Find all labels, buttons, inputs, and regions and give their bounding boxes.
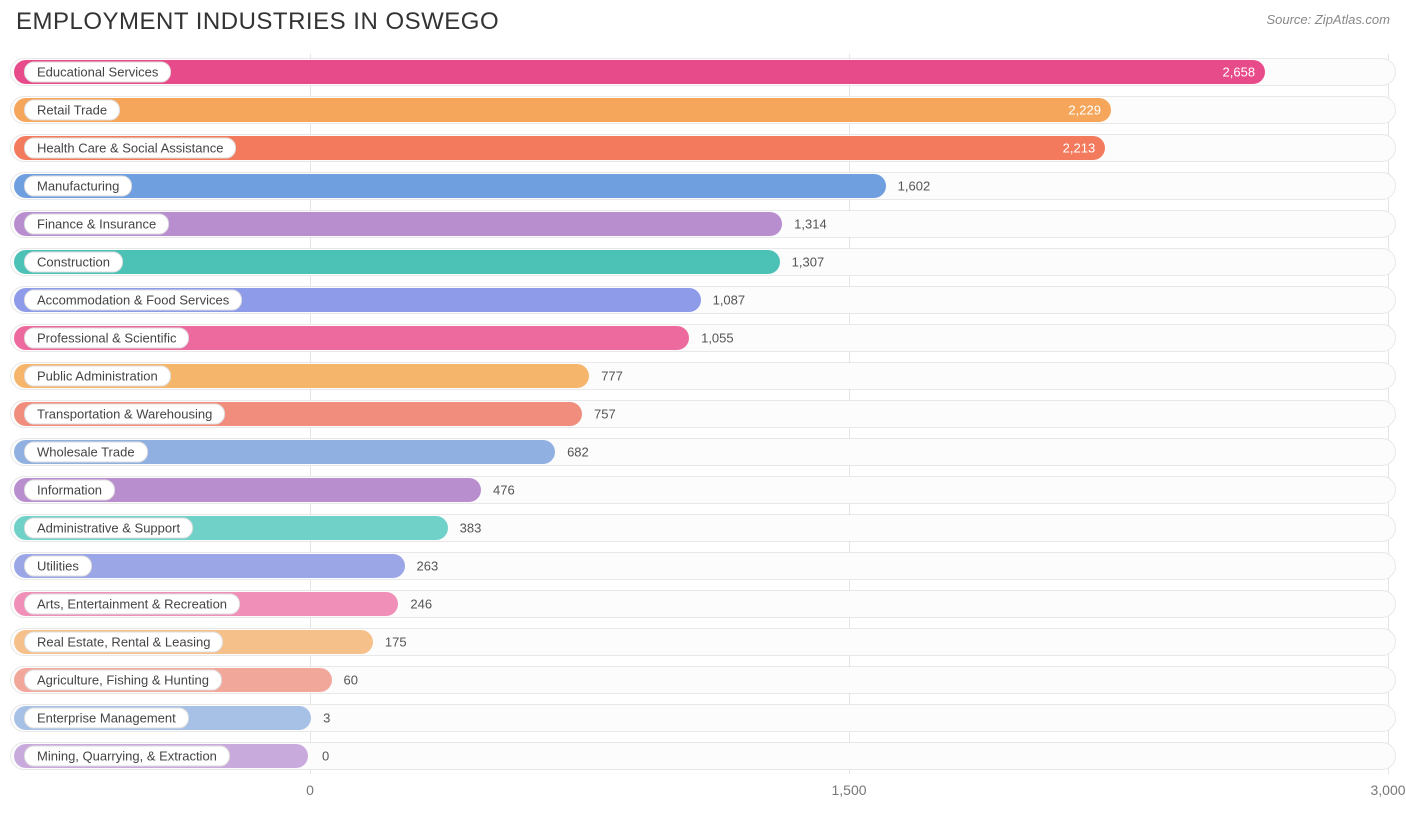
value-label: 3 <box>323 711 330 726</box>
bar-fill <box>14 250 780 274</box>
source-attribution: Source: ZipAtlas.com <box>1266 12 1390 27</box>
category-pill: Construction <box>24 252 123 273</box>
header: EMPLOYMENT INDUSTRIES IN OSWEGO Source: … <box>10 8 1396 36</box>
tick-label: 1,500 <box>831 782 866 798</box>
value-label: 246 <box>410 597 432 612</box>
category-pill: Retail Trade <box>24 100 120 121</box>
bar-row: Arts, Entertainment & Recreation 246 <box>10 586 1396 622</box>
bar-row: Health Care & Social Assistance 2,213 <box>10 130 1396 166</box>
value-label: 757 <box>594 407 616 422</box>
value-label: 1,087 <box>713 293 746 308</box>
category-pill: Administrative & Support <box>24 518 193 539</box>
category-pill: Health Care & Social Assistance <box>24 138 236 159</box>
bar-fill <box>14 174 886 198</box>
value-label: 263 <box>417 559 439 574</box>
category-pill: Transportation & Warehousing <box>24 404 225 425</box>
category-pill: Mining, Quarrying, & Extraction <box>24 746 230 767</box>
bar-row: Wholesale Trade 682 <box>10 434 1396 470</box>
value-label: 0 <box>322 749 329 764</box>
bar-row: Accommodation & Food Services 1,087 <box>10 282 1396 318</box>
value-label: 60 <box>344 673 358 688</box>
source-name: ZipAtlas.com <box>1315 12 1390 27</box>
category-pill: Manufacturing <box>24 176 132 197</box>
bar-row: Information 476 <box>10 472 1396 508</box>
bar-row: Transportation & Warehousing 757 <box>10 396 1396 432</box>
bar-fill <box>14 98 1111 122</box>
value-label: 2,213 <box>1063 141 1096 156</box>
category-pill: Utilities <box>24 556 92 577</box>
bar-row: Educational Services 2,658 <box>10 54 1396 90</box>
bar-row: Real Estate, Rental & Leasing 175 <box>10 624 1396 660</box>
bar-row: Construction 1,307 <box>10 244 1396 280</box>
category-pill: Arts, Entertainment & Recreation <box>24 594 240 615</box>
chart-title: EMPLOYMENT INDUSTRIES IN OSWEGO <box>16 8 499 36</box>
bar-row: Retail Trade 2,229 <box>10 92 1396 128</box>
category-pill: Public Administration <box>24 366 171 387</box>
bar-row: Enterprise Management 3 <box>10 700 1396 736</box>
bar-row: Utilities 263 <box>10 548 1396 584</box>
bar-row: Professional & Scientific 1,055 <box>10 320 1396 356</box>
category-pill: Accommodation & Food Services <box>24 290 242 311</box>
value-label: 777 <box>601 369 623 384</box>
bar-row: Mining, Quarrying, & Extraction 0 <box>10 738 1396 774</box>
category-pill: Professional & Scientific <box>24 328 189 349</box>
category-pill: Enterprise Management <box>24 708 189 729</box>
bar-row: Finance & Insurance 1,314 <box>10 206 1396 242</box>
value-label: 1,602 <box>898 179 931 194</box>
source-prefix: Source: <box>1266 12 1314 27</box>
tick-label: 3,000 <box>1370 782 1405 798</box>
value-label: 476 <box>493 483 515 498</box>
category-pill: Agriculture, Fishing & Hunting <box>24 670 222 691</box>
value-label: 383 <box>460 521 482 536</box>
bar-row: Public Administration 777 <box>10 358 1396 394</box>
value-label: 682 <box>567 445 589 460</box>
category-pill: Information <box>24 480 115 501</box>
value-label: 1,055 <box>701 331 734 346</box>
bar-row: Manufacturing 1,602 <box>10 168 1396 204</box>
chart-container: EMPLOYMENT INDUSTRIES IN OSWEGO Source: … <box>0 0 1406 834</box>
category-pill: Wholesale Trade <box>24 442 148 463</box>
value-label: 2,229 <box>1068 103 1101 118</box>
value-label: 175 <box>385 635 407 650</box>
category-pill: Finance & Insurance <box>24 214 169 235</box>
value-label: 1,314 <box>794 217 827 232</box>
plot-area: Educational Services 2,658 Retail Trade 2,2… <box>10 54 1396 774</box>
value-label: 2,658 <box>1223 65 1256 80</box>
bar-fill <box>14 60 1265 84</box>
category-pill: Educational Services <box>24 62 171 83</box>
bar-row: Administrative & Support 383 <box>10 510 1396 546</box>
tick-label: 0 <box>306 782 314 798</box>
category-pill: Real Estate, Rental & Leasing <box>24 632 223 653</box>
bar-row: Agriculture, Fishing & Hunting 60 <box>10 662 1396 698</box>
value-label: 1,307 <box>792 255 825 270</box>
x-axis: 01,5003,000 <box>10 780 1396 804</box>
